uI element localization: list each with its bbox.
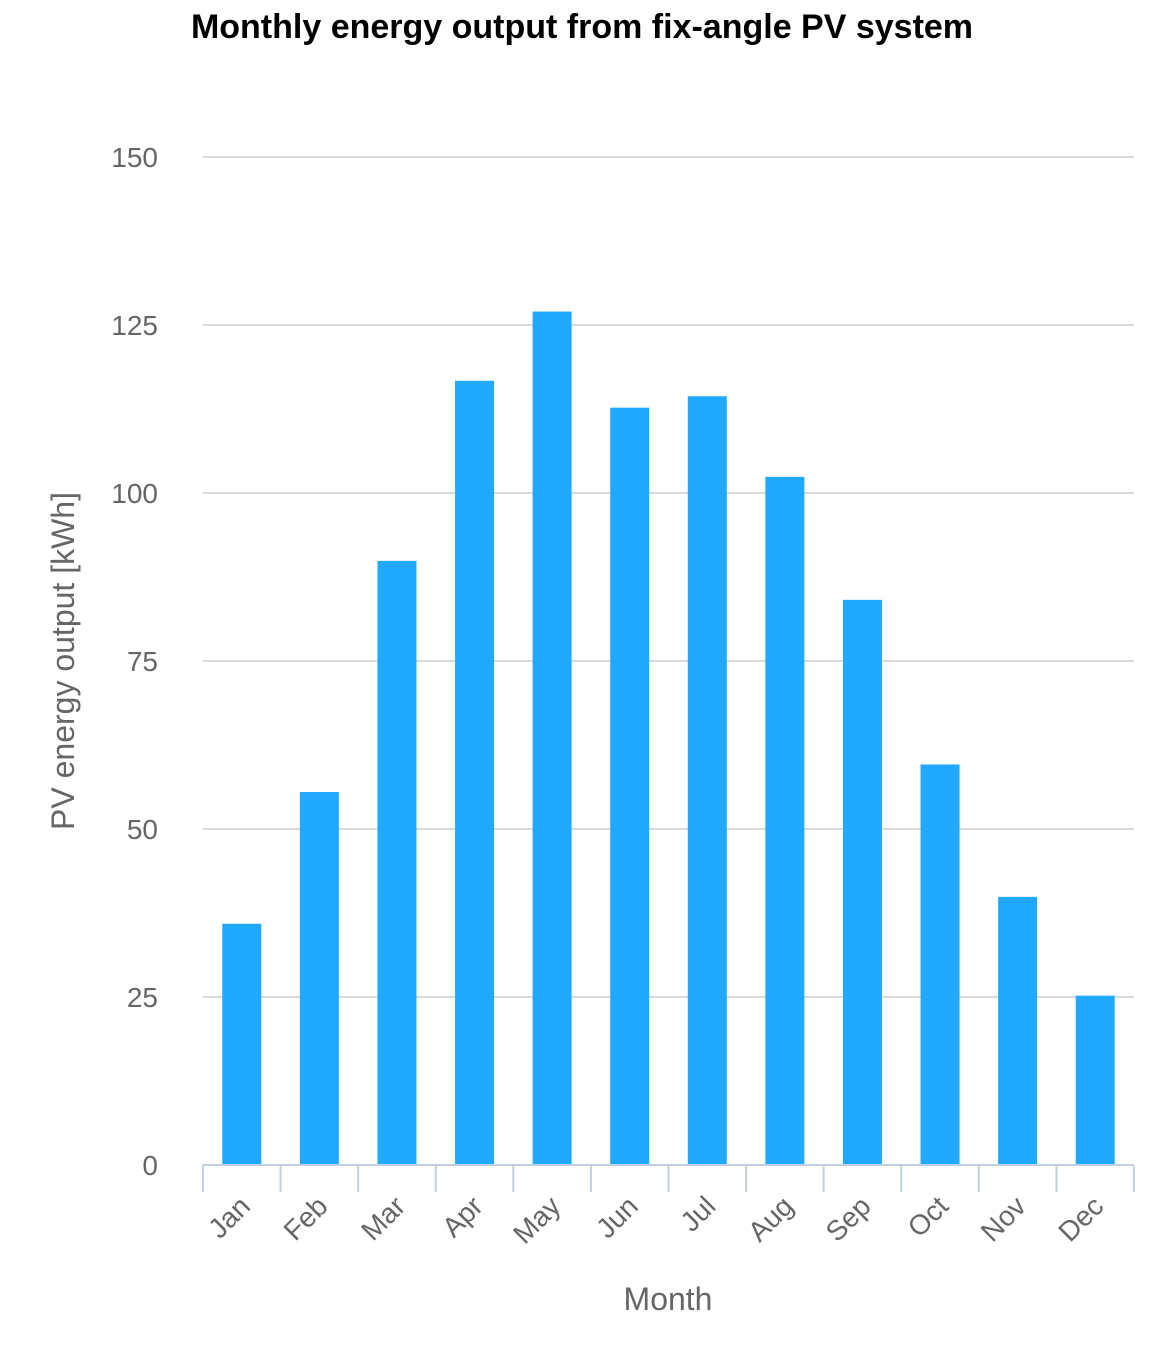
bars: [222, 311, 1115, 1165]
bar-dec: [1075, 995, 1115, 1165]
y-tick-label: 0: [142, 1150, 158, 1181]
x-tick-label: Jan: [202, 1190, 256, 1244]
bar-oct: [920, 764, 960, 1165]
y-tick-label: 150: [111, 142, 158, 173]
x-tick-label: Aug: [742, 1190, 799, 1247]
y-tick-label: 125: [111, 310, 158, 341]
x-tick-label: May: [507, 1190, 566, 1249]
chart-title: Monthly energy output from fix-angle PV …: [191, 8, 973, 46]
x-tick-labels: Jan Feb Mar Apr May Jun Jul Aug Sep Oct Nov Dec: [202, 1190, 1109, 1249]
bar-jan: [222, 923, 262, 1165]
y-tick-label: 75: [127, 646, 158, 677]
bar-sep: [842, 599, 882, 1165]
x-tick-label: Mar: [355, 1190, 411, 1246]
y-tick-labels: 0 25 50 75 100 125 150: [111, 142, 158, 1181]
y-tick-label: 25: [127, 982, 158, 1013]
bar-feb: [299, 792, 339, 1165]
x-tick-label: Jul: [674, 1190, 721, 1237]
x-axis: [202, 1164, 1135, 1192]
bar-may: [532, 311, 572, 1165]
y-tick-label: 100: [111, 478, 158, 509]
x-tick-label: Nov: [975, 1190, 1032, 1247]
x-tick-label: Feb: [278, 1190, 334, 1246]
x-tick-label: Jun: [590, 1190, 644, 1244]
x-tick-label: Oct: [902, 1190, 955, 1243]
bar-mar: [377, 560, 417, 1165]
bar-jul: [687, 396, 727, 1165]
gridlines: [203, 156, 1134, 998]
bar-nov: [998, 896, 1038, 1165]
x-axis-title: Month: [624, 1281, 713, 1317]
bar-apr: [455, 380, 495, 1165]
y-axis-title: PV energy output [kWh]: [45, 492, 81, 830]
bar-aug: [765, 476, 805, 1165]
x-tick-label: Apr: [436, 1190, 489, 1243]
bar-jun: [610, 407, 650, 1165]
x-tick-label: Dec: [1052, 1190, 1109, 1247]
y-tick-label: 50: [127, 814, 158, 845]
x-tick-label: Sep: [820, 1190, 877, 1247]
